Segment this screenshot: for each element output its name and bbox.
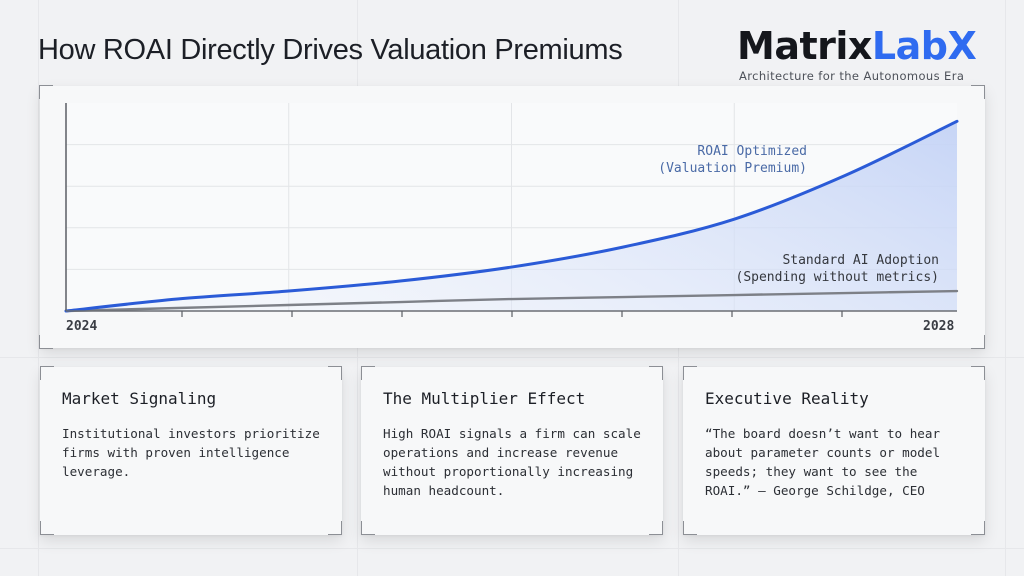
annotation-line: (Valuation Premium) bbox=[658, 161, 807, 176]
card-corner-bracket bbox=[328, 366, 342, 380]
card-corner-bracket bbox=[328, 521, 342, 535]
card-corner-bracket bbox=[649, 521, 663, 535]
card-body: “The board doesn’t want to hear about pa… bbox=[705, 426, 941, 498]
chart-corner-bracket bbox=[971, 85, 985, 99]
card-market-signaling: Market Signaling Institutional investors… bbox=[40, 367, 342, 535]
card-corner-bracket bbox=[683, 521, 697, 535]
chart-axes bbox=[65, 103, 957, 317]
card-corner-bracket bbox=[971, 521, 985, 535]
card-corner-bracket bbox=[361, 366, 375, 380]
card-body: Institutional investors prioritize firms… bbox=[62, 426, 320, 479]
brand-name: MatrixLabX bbox=[737, 24, 993, 68]
chart-corner-bracket bbox=[39, 85, 53, 99]
brand-tagline: Architecture for the Autonomous Era bbox=[739, 69, 965, 83]
chart-plot bbox=[64, 103, 959, 317]
background-grid-line bbox=[0, 357, 1024, 358]
card-corner-bracket bbox=[40, 366, 54, 380]
card-title: The Multiplier Effect bbox=[383, 389, 586, 408]
chart-lines bbox=[64, 119, 959, 313]
card-executive-reality: Executive Reality “The board doesn’t wan… bbox=[683, 367, 985, 535]
annotation-line: Standard AI Adoption bbox=[782, 253, 939, 268]
card-corner-bracket bbox=[40, 521, 54, 535]
card-title: Market Signaling bbox=[62, 389, 217, 408]
background-grid-line bbox=[38, 0, 39, 576]
brand-name-accent: LabX bbox=[871, 24, 977, 68]
background-grid-line bbox=[1005, 0, 1006, 576]
card-title: Executive Reality bbox=[705, 389, 869, 408]
chart-corner-bracket bbox=[971, 335, 985, 349]
card-corner-bracket bbox=[649, 366, 663, 380]
card-corner-bracket bbox=[971, 366, 985, 380]
page-title: How ROAI Directly Drives Valuation Premi… bbox=[38, 34, 623, 66]
card-body: High ROAI signals a firm can scale opera… bbox=[383, 426, 641, 498]
annotation-line: (Spending without metrics) bbox=[735, 270, 940, 285]
roai-optimized-annotation: ROAI Optimized (Valuation Premium) bbox=[658, 143, 807, 177]
card-corner-bracket bbox=[683, 366, 697, 380]
brand-name-dark: Matrix bbox=[737, 24, 872, 68]
background-grid-line bbox=[0, 548, 1024, 549]
chart-corner-bracket bbox=[39, 335, 53, 349]
standard-adoption-annotation: Standard AI Adoption (Spending without m… bbox=[736, 252, 940, 286]
card-multiplier-effect: The Multiplier Effect High ROAI signals … bbox=[361, 367, 663, 535]
chart-area-fill bbox=[66, 121, 957, 311]
brand-logo: MatrixLabX Architecture for the Autonomo… bbox=[737, 24, 993, 83]
x-axis-start-label: 2024 bbox=[66, 319, 98, 334]
chart-panel: 2024 2028 ROAI Optimized (Valuation Prem… bbox=[40, 86, 985, 348]
x-axis-end-label: 2028 bbox=[923, 319, 955, 334]
annotation-line: ROAI Optimized bbox=[697, 144, 807, 159]
card-corner-bracket bbox=[361, 521, 375, 535]
